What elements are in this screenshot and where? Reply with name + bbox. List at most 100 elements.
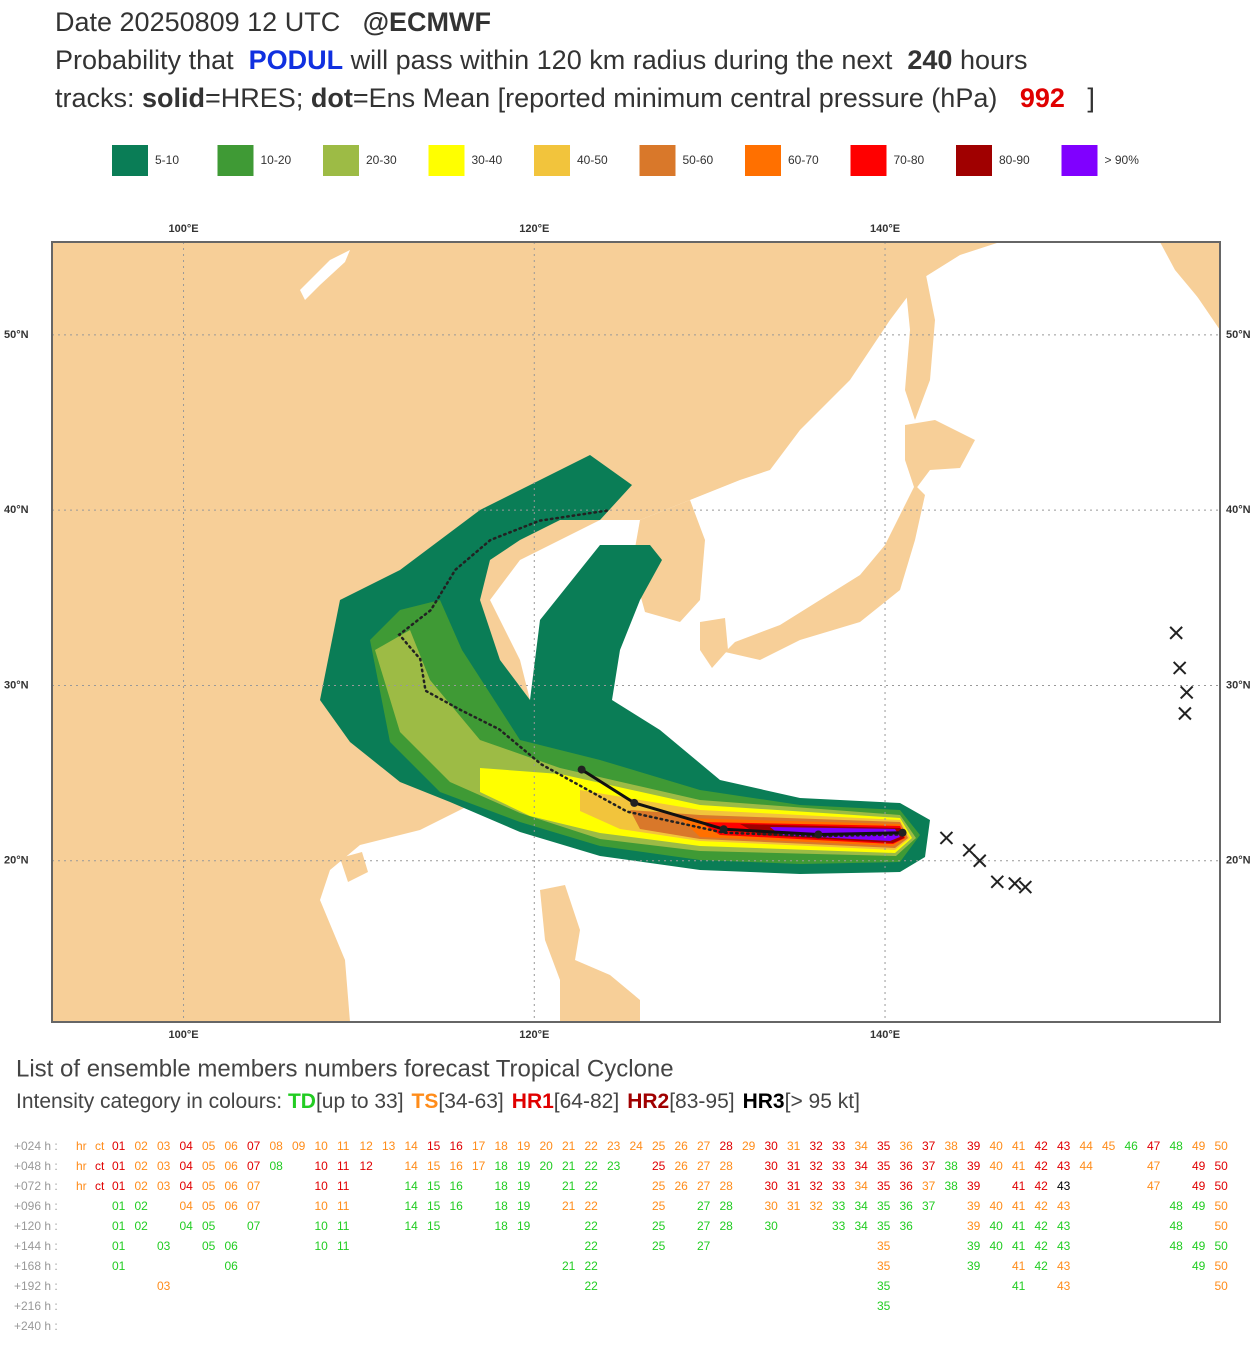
member-number: 01 bbox=[112, 1199, 126, 1213]
legend-label: 70-80 bbox=[894, 153, 925, 167]
member-number: 01 bbox=[112, 1239, 126, 1253]
header-text: Probability that bbox=[55, 45, 249, 75]
map-frame bbox=[51, 241, 1221, 1023]
member-number: 39 bbox=[967, 1219, 981, 1233]
lake-baikal bbox=[300, 250, 350, 300]
member-number: 21 bbox=[562, 1139, 576, 1153]
member-number: 32 bbox=[810, 1179, 824, 1193]
legend-swatch bbox=[1061, 145, 1098, 176]
row-label: +120 h : bbox=[14, 1219, 58, 1233]
header-text: will pass within 120 km radius during th… bbox=[343, 45, 907, 75]
member-number: 26 bbox=[675, 1159, 689, 1173]
member-number: 11 bbox=[337, 1139, 350, 1153]
legend-swatch bbox=[428, 145, 465, 176]
member-number: 16 bbox=[450, 1199, 464, 1213]
member-number: 18 bbox=[495, 1179, 509, 1193]
member-number: 39 bbox=[967, 1259, 981, 1273]
member-number: 35 bbox=[877, 1259, 891, 1273]
member-number: 42 bbox=[1035, 1259, 1049, 1273]
member-number: 05 bbox=[202, 1239, 216, 1253]
member-number: 31 bbox=[787, 1159, 801, 1173]
member-number: 41 bbox=[1012, 1239, 1026, 1253]
header-text: @ECMWF bbox=[340, 7, 491, 37]
member-number: 11 bbox=[337, 1219, 350, 1233]
member-number: 12 bbox=[360, 1159, 374, 1173]
member-number: 01 bbox=[112, 1219, 126, 1233]
member-number: 05 bbox=[202, 1179, 216, 1193]
header-text: hours bbox=[952, 45, 1027, 75]
member-number: 33 bbox=[832, 1199, 846, 1213]
member-number: 33 bbox=[832, 1139, 846, 1153]
legend: 5-10 10-20 20-30 30-40 40-50 50-60 60-70 70-80 8… bbox=[112, 145, 1139, 176]
member-number: 11 bbox=[337, 1159, 350, 1173]
member-number: 09 bbox=[292, 1139, 306, 1153]
intensity-legend: Intensity category in colours: TD[up to … bbox=[16, 1090, 860, 1113]
member-number: 27 bbox=[697, 1139, 711, 1153]
category-code: TS bbox=[412, 1090, 439, 1113]
member-number: 45 bbox=[1102, 1139, 1116, 1153]
member-number: ct bbox=[95, 1159, 105, 1173]
legend-swatch bbox=[850, 145, 887, 176]
cross-marker bbox=[1179, 685, 1194, 700]
member-number: 39 bbox=[967, 1239, 981, 1253]
tracks bbox=[397, 508, 1194, 894]
member-number: 03 bbox=[157, 1239, 171, 1253]
row-label: +168 h : bbox=[14, 1259, 58, 1273]
member-number: ct bbox=[95, 1139, 105, 1153]
member-number: 28 bbox=[720, 1179, 734, 1193]
legend-swatch bbox=[745, 145, 781, 176]
member-number: 22 bbox=[585, 1159, 599, 1173]
y-tick-label: 40°N bbox=[4, 504, 29, 516]
member-number: 04 bbox=[180, 1179, 194, 1193]
member-number: 48 bbox=[1170, 1139, 1184, 1153]
category-code: TD bbox=[288, 1090, 316, 1113]
member-number: ct bbox=[95, 1179, 105, 1193]
member-number: 18 bbox=[495, 1139, 509, 1153]
member-number: 42 bbox=[1035, 1159, 1049, 1173]
member-number: 43 bbox=[1057, 1179, 1071, 1193]
member-number: 40 bbox=[990, 1219, 1004, 1233]
member-number: 10 bbox=[315, 1159, 329, 1173]
header-text: Date 20250809 12 UTC bbox=[55, 7, 340, 37]
member-number: 50 bbox=[1215, 1279, 1229, 1293]
member-number: 04 bbox=[180, 1139, 194, 1153]
member-number: 06 bbox=[225, 1179, 239, 1193]
grid: 100°E 100°E 120°E 120°E 140°E 140°E 20°N 20°N 30… bbox=[4, 223, 1251, 1041]
member-number: 47 bbox=[1147, 1139, 1161, 1153]
member-number: 22 bbox=[585, 1219, 599, 1233]
member-number: 27 bbox=[697, 1239, 711, 1253]
member-number: 22 bbox=[585, 1279, 599, 1293]
member-number: 34 bbox=[855, 1199, 869, 1213]
legend-swatch bbox=[956, 145, 992, 176]
member-number: 25 bbox=[652, 1179, 666, 1193]
header-line: tracks: solid=HRES; dot=Ens Mean [report… bbox=[55, 83, 1095, 113]
member-number: 48 bbox=[1170, 1199, 1184, 1213]
member-number: 02 bbox=[135, 1139, 149, 1153]
header-text: 992 bbox=[1020, 83, 1065, 113]
cross-marker bbox=[939, 831, 954, 845]
member-number: 08 bbox=[270, 1159, 284, 1173]
category-range: [83-95] bbox=[669, 1090, 734, 1113]
member-number: 07 bbox=[247, 1179, 261, 1193]
member-number: 14 bbox=[405, 1219, 419, 1233]
member-number: 07 bbox=[247, 1219, 261, 1233]
sakhalin bbox=[905, 270, 935, 420]
member-number: 35 bbox=[877, 1299, 891, 1313]
header-text: dot bbox=[311, 83, 353, 113]
member-number: 02 bbox=[135, 1179, 149, 1193]
member-number: 05 bbox=[202, 1219, 216, 1233]
member-number: 37 bbox=[922, 1179, 936, 1193]
member-number: 11 bbox=[337, 1239, 350, 1253]
header-text: PODUL bbox=[249, 45, 344, 75]
x-tick-label: 140°E bbox=[870, 223, 900, 235]
header-text: =Ens Mean [reported minimum central pres… bbox=[353, 83, 1020, 113]
member-number: 16 bbox=[450, 1139, 464, 1153]
row-label: +048 h : bbox=[14, 1159, 58, 1173]
member-number: 02 bbox=[135, 1159, 149, 1173]
y-tick-label: 40°N bbox=[1226, 504, 1251, 516]
member-number: 36 bbox=[900, 1219, 914, 1233]
member-number: 20 bbox=[540, 1159, 554, 1173]
member-number: 39 bbox=[967, 1179, 981, 1193]
islands bbox=[340, 242, 1220, 1022]
header-text: tracks: bbox=[55, 83, 142, 113]
